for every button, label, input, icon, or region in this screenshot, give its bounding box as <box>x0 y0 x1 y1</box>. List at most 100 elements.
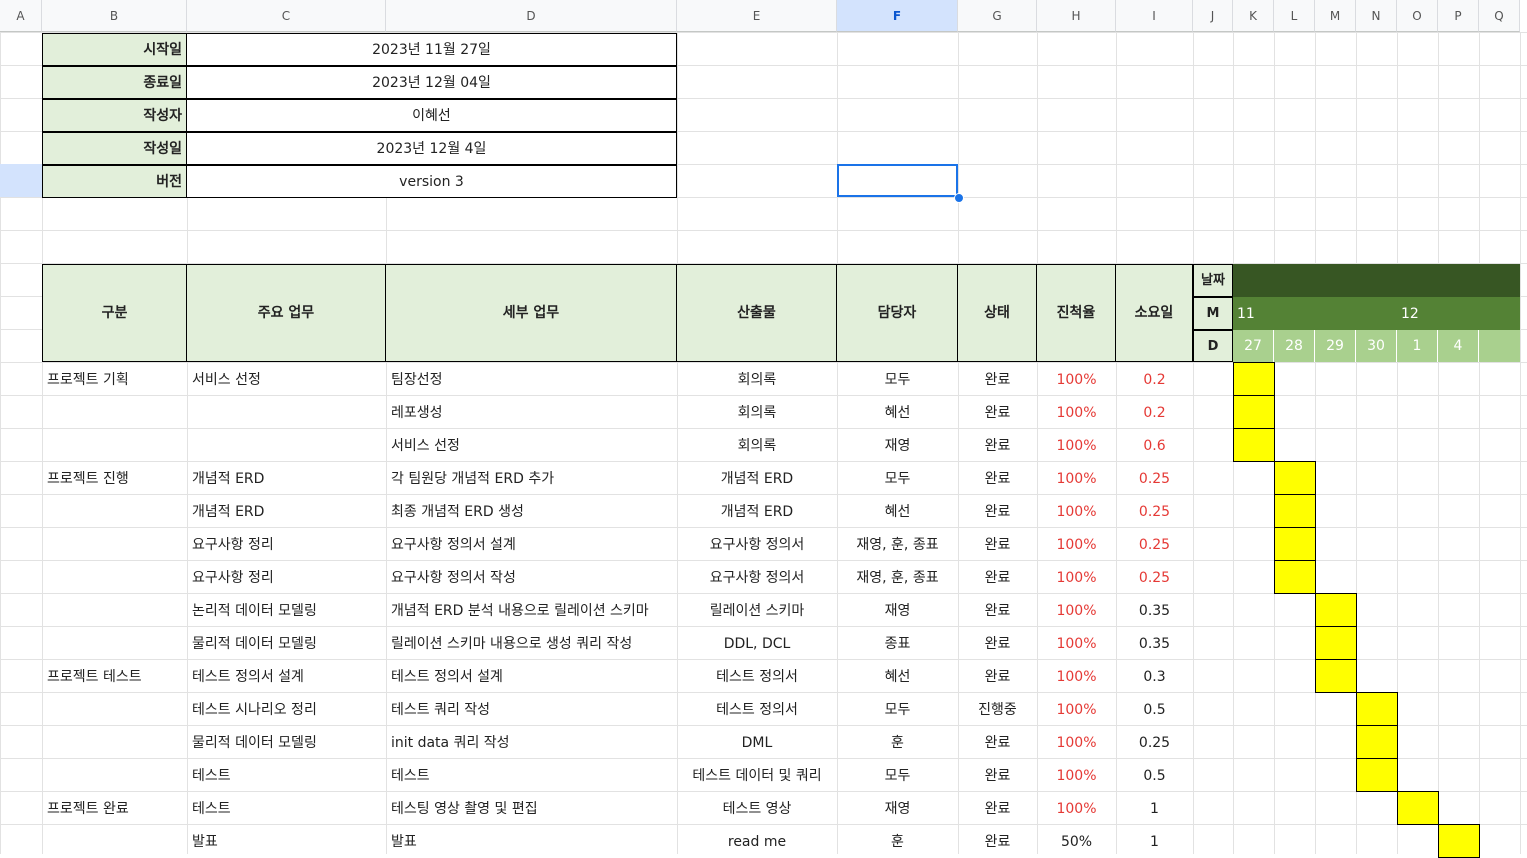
task-category[interactable] <box>42 825 187 858</box>
task-owner[interactable]: 종표 <box>884 635 911 652</box>
task-owner[interactable]: 재영 <box>884 602 911 619</box>
task-owner[interactable]: 모두 <box>884 371 911 388</box>
task-detail[interactable]: 요구사항 정의서 설계 <box>391 536 516 553</box>
task-duration[interactable]: 0.3 <box>1143 668 1166 685</box>
task-output[interactable]: 회의록 <box>737 437 777 454</box>
task-status[interactable]: 완료 <box>984 734 1011 751</box>
row-header-selected[interactable] <box>0 164 42 197</box>
info-value[interactable]: 이혜선 <box>186 99 677 132</box>
task-detail[interactable]: 개념적 ERD 분석 내용으로 릴레이션 스키마 <box>391 602 649 619</box>
task-progress[interactable]: 100% <box>1056 470 1097 487</box>
task-main[interactable]: 테스트 정의서 설계 <box>192 668 304 685</box>
column-header-q[interactable]: Q <box>1479 0 1520 32</box>
info-value[interactable]: 2023년 12월 4일 <box>186 132 677 165</box>
task-category[interactable] <box>42 528 187 561</box>
task-status[interactable]: 진행중 <box>978 701 1017 718</box>
task-progress[interactable]: 100% <box>1056 668 1097 685</box>
column-header-l[interactable]: L <box>1274 0 1315 32</box>
task-owner[interactable]: 혜선 <box>884 668 911 685</box>
gantt-bar[interactable] <box>1233 362 1275 396</box>
column-header-g[interactable]: G <box>958 0 1037 32</box>
task-progress[interactable]: 100% <box>1056 503 1097 520</box>
task-output[interactable]: 회의록 <box>737 404 777 421</box>
task-owner[interactable]: 모두 <box>884 701 911 718</box>
gantt-bar[interactable] <box>1274 494 1316 528</box>
column-header-k[interactable]: K <box>1233 0 1274 32</box>
gantt-bar[interactable] <box>1356 758 1398 792</box>
task-output[interactable]: 회의록 <box>737 371 777 388</box>
task-output[interactable]: 테스트 영상 <box>722 800 792 817</box>
task-status[interactable]: 완료 <box>984 800 1011 817</box>
gantt-bar[interactable] <box>1315 593 1357 627</box>
task-duration[interactable]: 1 <box>1150 833 1159 850</box>
task-category[interactable]: 프로젝트 완료 <box>47 800 129 817</box>
task-status[interactable]: 완료 <box>984 371 1011 388</box>
column-header-c[interactable]: C <box>187 0 386 32</box>
task-detail[interactable]: 발표 <box>391 833 417 850</box>
column-header-j[interactable]: J <box>1193 0 1233 32</box>
task-main[interactable]: 개념적 ERD <box>192 470 265 487</box>
task-output[interactable]: 개념적 ERD <box>720 470 794 487</box>
column-header-d[interactable]: D <box>386 0 677 32</box>
column-header-b[interactable]: B <box>42 0 187 32</box>
task-category[interactable] <box>42 759 187 792</box>
task-owner[interactable]: 훈 <box>891 833 904 850</box>
task-owner[interactable]: 혜선 <box>884 503 911 520</box>
task-duration[interactable]: 1 <box>1150 800 1159 817</box>
column-header-m[interactable]: M <box>1315 0 1356 32</box>
task-owner[interactable]: 모두 <box>884 767 911 784</box>
task-progress[interactable]: 100% <box>1056 569 1097 586</box>
task-duration[interactable]: 0.2 <box>1143 371 1166 388</box>
task-duration[interactable]: 0.25 <box>1138 536 1171 553</box>
task-main[interactable]: 요구사항 정리 <box>192 569 274 586</box>
task-main[interactable]: 물리적 데이터 모델링 <box>192 635 317 652</box>
gantt-bar[interactable] <box>1274 527 1316 561</box>
task-detail[interactable]: 각 팀원당 개념적 ERD 추가 <box>391 470 555 487</box>
task-progress[interactable]: 100% <box>1056 635 1097 652</box>
gantt-bar[interactable] <box>1397 791 1439 825</box>
task-status[interactable]: 완료 <box>984 437 1011 454</box>
task-main[interactable]: 테스트 시나리오 정리 <box>192 701 317 718</box>
task-progress[interactable]: 100% <box>1056 800 1097 817</box>
task-category[interactable] <box>42 561 187 594</box>
task-progress[interactable]: 100% <box>1056 734 1097 751</box>
task-duration[interactable]: 0.6 <box>1143 437 1166 454</box>
task-progress[interactable]: 100% <box>1056 701 1097 718</box>
task-main[interactable] <box>187 429 386 462</box>
task-status[interactable]: 완료 <box>984 767 1011 784</box>
task-main[interactable]: 논리적 데이터 모델링 <box>192 602 317 619</box>
task-duration[interactable]: 0.35 <box>1138 635 1171 652</box>
active-cell-selection[interactable] <box>837 164 958 197</box>
task-output[interactable]: DDL, DCL <box>723 635 791 652</box>
task-status[interactable]: 완료 <box>984 470 1011 487</box>
task-main[interactable]: 개념적 ERD <box>192 503 265 520</box>
column-header-i[interactable]: I <box>1116 0 1193 32</box>
task-category[interactable] <box>42 396 187 429</box>
task-detail[interactable]: 테스트 쿼리 작성 <box>391 701 491 718</box>
column-header-f[interactable]: F <box>837 0 958 32</box>
task-output[interactable]: 요구사항 정의서 <box>709 569 805 586</box>
task-detail[interactable]: 최종 개념적 ERD 생성 <box>391 503 524 520</box>
task-owner[interactable]: 혜선 <box>884 404 911 421</box>
task-main[interactable]: 물리적 데이터 모델링 <box>192 734 317 751</box>
task-main[interactable]: 테스트 <box>192 767 231 784</box>
task-progress[interactable]: 100% <box>1056 371 1097 388</box>
task-status[interactable]: 완료 <box>984 536 1011 553</box>
info-value[interactable]: 2023년 12월 04일 <box>186 66 677 99</box>
gantt-bar[interactable] <box>1233 395 1275 429</box>
task-detail[interactable]: init data 쿼리 작성 <box>391 734 510 751</box>
task-output[interactable]: read me <box>727 833 787 850</box>
task-output[interactable]: 테스트 데이터 및 쿼리 <box>692 767 822 784</box>
task-status[interactable]: 완료 <box>984 668 1011 685</box>
task-owner[interactable]: 재영, 훈, 종표 <box>856 569 939 586</box>
task-detail[interactable]: 테스트 정의서 설계 <box>391 668 503 685</box>
task-owner[interactable]: 재영 <box>884 437 911 454</box>
task-detail[interactable]: 테스팅 영상 촬영 및 편집 <box>391 800 538 817</box>
task-progress[interactable]: 100% <box>1056 767 1097 784</box>
task-category[interactable] <box>42 594 187 627</box>
task-status[interactable]: 완료 <box>984 503 1011 520</box>
task-progress[interactable]: 100% <box>1056 404 1097 421</box>
task-category[interactable]: 프로젝트 테스트 <box>47 668 142 685</box>
task-duration[interactable]: 0.25 <box>1138 734 1171 751</box>
task-owner[interactable]: 훈 <box>891 734 904 751</box>
